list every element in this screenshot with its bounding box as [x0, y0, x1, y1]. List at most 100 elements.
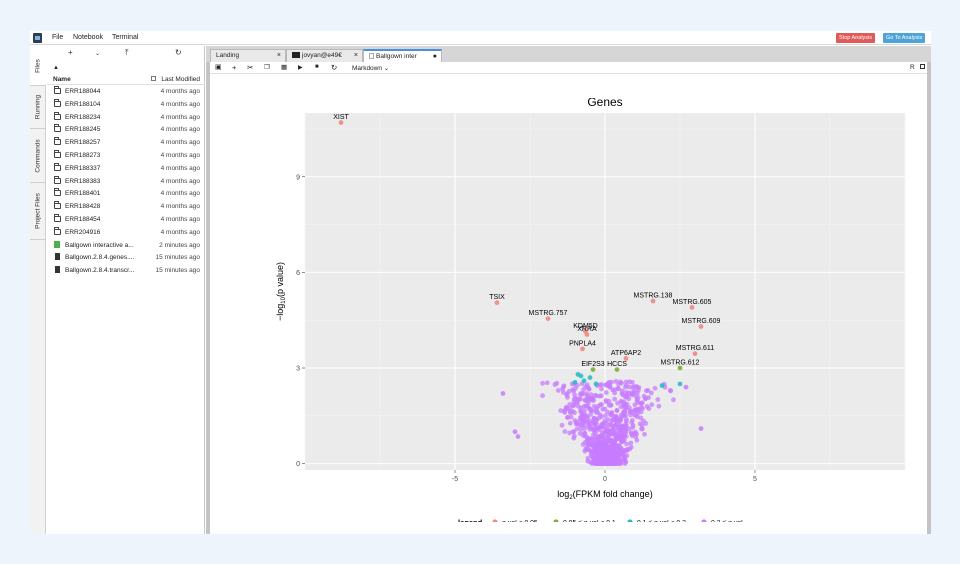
- file-row[interactable]: ERR188428 4 months ago: [47, 201, 205, 213]
- y-tick-label: 0: [296, 461, 300, 468]
- file-row[interactable]: ERR188257 4 months ago: [47, 137, 205, 149]
- file-row[interactable]: ERR204916 4 months ago: [47, 226, 205, 239]
- file-modified: 4 months ago: [160, 100, 200, 108]
- chevron-down-icon[interactable]: ⌄: [95, 51, 101, 57]
- data-point: [692, 351, 698, 357]
- column-last-modified[interactable]: Last Modified: [161, 76, 200, 83]
- column-name[interactable]: Name: [53, 76, 71, 83]
- data-point: [573, 421, 579, 427]
- plus-icon[interactable]: +: [232, 63, 237, 72]
- home-icon[interactable]: ▲: [53, 65, 59, 71]
- close-icon[interactable]: ×: [353, 52, 358, 59]
- legend-label: q-val < 0.05: [502, 520, 538, 523]
- data-point: [338, 120, 344, 125]
- tab-commands[interactable]: Commands: [30, 129, 46, 183]
- data-point: [624, 441, 630, 447]
- jupyterlab-app: File Notebook Terminal Stop Analysis Go …: [30, 31, 931, 534]
- menu-file[interactable]: File: [52, 34, 64, 41]
- tab-project-files[interactable]: Project Files: [30, 183, 46, 240]
- stop-analysis-button[interactable]: Stop Analysis: [836, 33, 876, 43]
- file-name: ERR188104: [65, 100, 101, 108]
- data-point: [574, 426, 580, 432]
- data-point: [597, 451, 603, 457]
- file-row[interactable]: ERR188044 4 months ago: [47, 86, 205, 98]
- chart-title: Genes: [587, 98, 622, 109]
- y-tick-label: 9: [296, 174, 300, 181]
- data-point: [593, 433, 598, 439]
- tab-landing[interactable]: Landing ×: [210, 49, 286, 62]
- data-point: [620, 427, 626, 433]
- file-row[interactable]: ERR188245 4 months ago: [47, 124, 205, 136]
- file-row[interactable]: ERR188454 4 months ago: [47, 214, 205, 226]
- menu-bar: File Notebook Terminal Stop Analysis Go …: [30, 31, 931, 45]
- file-name: ERR188337: [65, 164, 101, 172]
- stop-icon[interactable]: ■: [315, 64, 319, 70]
- unsaved-dot-icon[interactable]: ●: [432, 53, 437, 60]
- tab-ballgown-notebook[interactable]: Ballgown inter ●: [363, 49, 442, 62]
- data-point: [623, 356, 629, 361]
- tab-files[interactable]: Files: [30, 46, 46, 86]
- legend-label: 0.2 ≤ q-val: [711, 520, 743, 523]
- data-point: [612, 432, 618, 438]
- data-point: [615, 400, 621, 406]
- data-point: [621, 453, 627, 458]
- save-icon[interactable]: ▣: [215, 64, 222, 71]
- app-logo-icon: [33, 33, 42, 43]
- upload-icon[interactable]: ⤒: [125, 48, 129, 57]
- file-row[interactable]: ERR188383 4 months ago: [47, 175, 205, 188]
- file-row[interactable]: ERR188337 4 months ago: [47, 162, 205, 175]
- paste-icon[interactable]: ▦: [281, 64, 288, 71]
- file-row[interactable]: ERR188234 4 months ago: [47, 111, 205, 124]
- point-label: XRRA: [577, 326, 597, 333]
- file-row[interactable]: ERR188273 4 months ago: [47, 150, 205, 162]
- data-point: [612, 396, 618, 402]
- data-point: [618, 431, 623, 437]
- file-row[interactable]: Ballgown.2.8.4.transcr... 15 minutes ago: [47, 265, 205, 277]
- file-row[interactable]: Ballgown interactive a... 2 minutes ago: [47, 240, 205, 252]
- scissors-icon[interactable]: ✂: [247, 63, 254, 72]
- data-point: [644, 404, 650, 409]
- folder-icon: [54, 111, 61, 120]
- data-point: [616, 386, 622, 392]
- kernel-name[interactable]: R: [910, 64, 915, 71]
- tab-running[interactable]: Running: [30, 86, 46, 129]
- data-point: [572, 433, 577, 439]
- go-to-analysis-button[interactable]: Go To Analysis: [883, 33, 926, 43]
- data-point: [634, 431, 639, 437]
- file-row[interactable]: ERR188104 4 months ago: [47, 98, 205, 111]
- column-toggle-icon[interactable]: [151, 76, 156, 81]
- y-axis-label: −log10(p value): [275, 262, 287, 321]
- restart-icon[interactable]: ↻: [331, 63, 338, 72]
- copy-icon[interactable]: ❐: [264, 64, 270, 71]
- legend-swatch: [492, 519, 498, 525]
- data-point: [631, 384, 637, 389]
- file-row[interactable]: Ballgown.2.8.4.genes.... 15 minutes ago: [47, 252, 205, 264]
- file-name: ERR188383: [65, 177, 101, 185]
- data-point: [584, 435, 590, 441]
- data-point: [616, 457, 622, 462]
- cell-type-select[interactable]: Markdown ⌄: [352, 65, 390, 72]
- data-point: [638, 409, 644, 415]
- x-tick-label: -5: [452, 476, 458, 483]
- data-point: [597, 382, 603, 388]
- play-icon[interactable]: ▶: [298, 65, 303, 71]
- refresh-icon[interactable]: ↻: [175, 48, 182, 57]
- close-icon[interactable]: ×: [276, 52, 281, 59]
- data-point: [593, 421, 599, 427]
- menu-terminal[interactable]: Terminal: [112, 34, 139, 41]
- data-point: [578, 426, 584, 432]
- point-label: EIF2S3: [581, 361, 604, 368]
- tab-terminal[interactable]: jovyan@e49€ ×: [286, 49, 363, 62]
- legend: legend q-val < 0.05 0.05 ≤ q-val < 0.1 0.1 …: [458, 518, 743, 527]
- data-point: [623, 379, 629, 385]
- data-point: [607, 458, 612, 464]
- data-point: [677, 365, 683, 371]
- y-tick-label: 6: [296, 270, 300, 277]
- plus-icon[interactable]: +: [68, 48, 73, 57]
- file-row[interactable]: ERR188401 4 months ago: [47, 188, 205, 200]
- volcano-plot: -5 0 5 0 3 6 9 XIST TSIX MSTRG.757 KDM5D XRRA PNPLA4…: [210, 95, 927, 527]
- data-point: [628, 444, 634, 450]
- data-point: [515, 434, 521, 439]
- menu-notebook[interactable]: Notebook: [73, 34, 103, 41]
- data-point: [584, 393, 590, 399]
